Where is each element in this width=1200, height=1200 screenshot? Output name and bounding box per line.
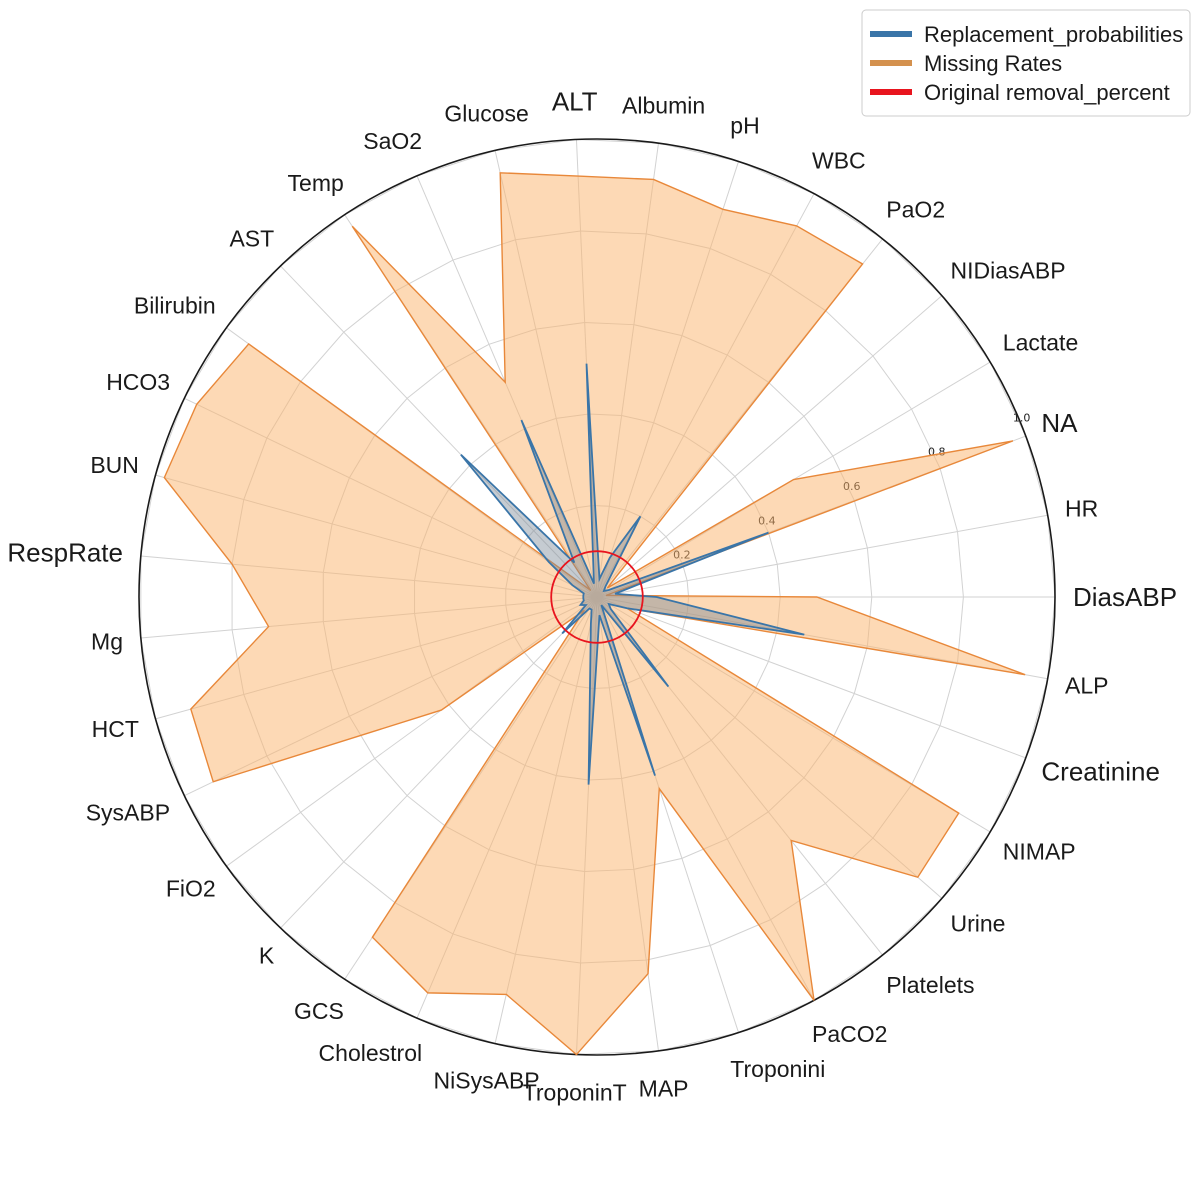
category-labels: DiasABP HR NA Lactate NIDiasABP PaO2 WBC pH Albu…	[7, 87, 1177, 1106]
category-label-resprate: RespRate	[7, 538, 123, 568]
category-label-hct: HCT	[92, 716, 139, 742]
category-label-ph: pH	[730, 112, 759, 138]
legend-label-missing-rates: Missing Rates	[924, 51, 1062, 76]
spoke-line	[596, 295, 943, 598]
original-removal-circle	[550, 550, 644, 644]
spoke-line	[280, 596, 598, 929]
legend-label-original-removal-percent: Original removal_percent	[924, 80, 1170, 105]
category-label-k: K	[259, 943, 275, 969]
category-label-mg: Mg	[91, 629, 123, 655]
category-label-nimap: NIMAP	[1003, 838, 1076, 864]
category-label-troponini: Troponini	[730, 1056, 825, 1082]
category-label-glucose: Glucose	[444, 101, 528, 127]
category-label-paco2: PaCO2	[812, 1021, 887, 1047]
spoke-line	[596, 514, 1048, 598]
category-label-bilirubin: Bilirubin	[134, 293, 216, 319]
category-label-wbc: WBC	[812, 147, 866, 173]
category-label-nidiasabp: NIDiasABP	[951, 258, 1066, 284]
category-label-fio2: FiO2	[166, 876, 216, 902]
category-label-alt: ALT	[552, 87, 598, 117]
category-label-pao2: PaO2	[886, 196, 945, 222]
spoke-line	[280, 265, 598, 598]
category-label-creatinine: Creatinine	[1041, 756, 1160, 786]
legend: Replacement_probabilities Missing Rates Or…	[861, 9, 1191, 117]
category-label-sysabp: SysABP	[86, 799, 170, 825]
category-label-gcs: GCS	[294, 998, 344, 1024]
replacement-probabilities-area	[460, 363, 805, 785]
category-label-ast: AST	[229, 226, 274, 252]
missing-rates-area	[163, 172, 1026, 1056]
category-label-nisysabp: NiSysABP	[434, 1068, 540, 1094]
spoke-line	[596, 596, 1026, 759]
category-label-bun: BUN	[90, 452, 139, 478]
grid-ring	[140, 138, 1056, 1056]
category-label-sao2: SaO2	[363, 128, 422, 154]
category-label-hco3: HCO3	[106, 369, 170, 395]
category-label-platelets: Platelets	[886, 972, 974, 998]
replacement-probabilities-series	[460, 363, 805, 785]
category-label-alp: ALP	[1065, 673, 1108, 699]
outer-frame	[138, 138, 1056, 1056]
category-label-albumin: Albumin	[622, 93, 705, 119]
original-removal-series	[550, 550, 644, 644]
radial-tick-label: 1.0	[1013, 411, 1031, 424]
category-label-urine: Urine	[951, 910, 1006, 936]
legend-label-replacement-probabilities: Replacement_probabilities	[924, 22, 1183, 47]
category-label-na: NA	[1041, 408, 1078, 438]
category-label-temp: Temp	[288, 170, 344, 196]
category-label-cholestrol: Cholestrol	[319, 1040, 423, 1066]
category-label-map: MAP	[639, 1076, 689, 1102]
category-label-hr: HR	[1065, 496, 1098, 522]
category-label-lactate: Lactate	[1003, 330, 1078, 356]
category-label-troponint: TroponinT	[523, 1080, 627, 1106]
legend-box	[861, 9, 1191, 117]
missing-rates-series	[163, 172, 1026, 1056]
category-label-diasabp: DiasABP	[1073, 582, 1177, 612]
